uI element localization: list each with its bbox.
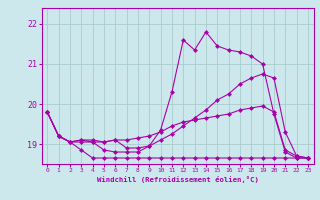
- X-axis label: Windchill (Refroidissement éolien,°C): Windchill (Refroidissement éolien,°C): [97, 176, 259, 183]
